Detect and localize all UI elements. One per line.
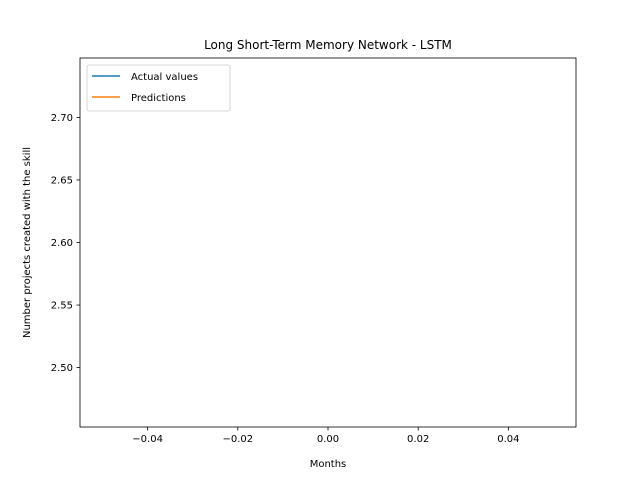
y-tick-label: 2.50 (51, 363, 73, 374)
legend: Actual values Predictions (86, 64, 231, 112)
y-tick-label: 2.70 (51, 113, 73, 124)
axes-frame (79, 57, 577, 428)
x-axis: −0.04 −0.02 0.00 0.02 0.04 (132, 427, 519, 445)
y-tick-label: 2.60 (51, 238, 73, 249)
x-tick-label: −0.02 (222, 434, 253, 445)
x-tick-label: 0.04 (497, 434, 519, 445)
x-tick-label: −0.04 (132, 434, 163, 445)
y-tick-label: 2.55 (51, 301, 73, 312)
plot-area (79, 57, 577, 428)
legend-box (86, 64, 231, 112)
y-axis: 2.50 2.55 2.60 2.65 2.70 (51, 113, 80, 374)
legend-label-1: Actual values (131, 72, 198, 83)
legend-label-2: Predictions (131, 93, 186, 104)
x-axis-label: Months (310, 459, 347, 470)
y-tick-label: 2.65 (51, 175, 73, 186)
y-axis-label: Number projects created with the skill (22, 147, 33, 338)
x-tick-label: 0.00 (317, 434, 339, 445)
chart-title: Long Short-Term Memory Network - LSTM (204, 38, 452, 52)
x-tick-label: 0.02 (407, 434, 429, 445)
